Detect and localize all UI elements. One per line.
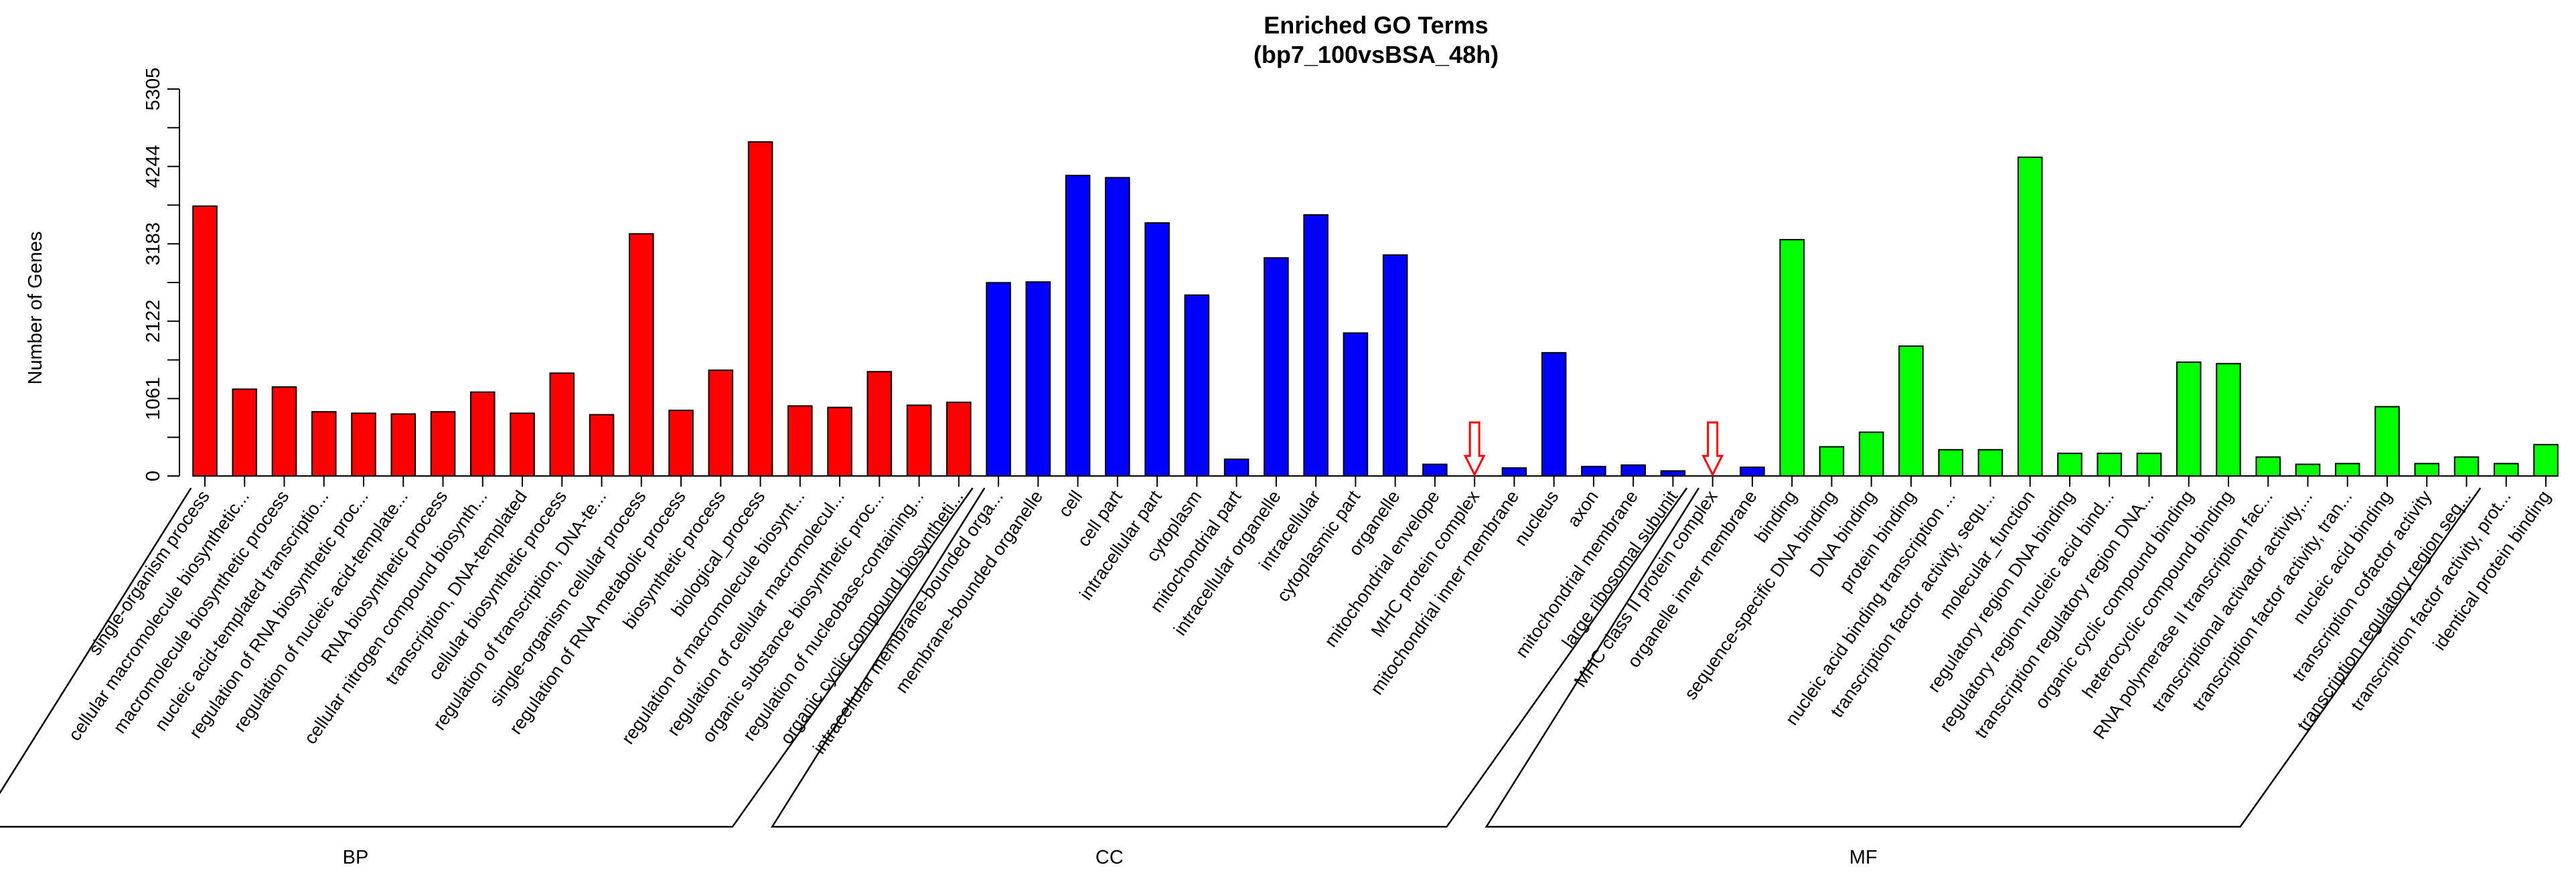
y-tick-label: 5305 — [143, 68, 164, 111]
bar-cc — [1264, 257, 1289, 477]
bar-bp — [629, 233, 654, 477]
bar-bp — [668, 409, 694, 477]
bar-cc — [1740, 466, 1765, 477]
bar-cc — [1620, 464, 1646, 477]
bar-mf — [1819, 446, 1845, 477]
bar-mf — [2136, 453, 2162, 477]
bar-cc — [1105, 177, 1130, 477]
bar-bp — [866, 371, 893, 477]
bar-bp — [589, 414, 615, 477]
group-brackets: BP CC MF — [0, 487, 2482, 868]
group-bracket-mf — [1485, 487, 2482, 828]
bar-mf — [2216, 363, 2241, 477]
bar-cc — [1382, 254, 1408, 477]
bar-cc — [1660, 470, 1686, 477]
bar-cc — [1144, 222, 1170, 477]
bar-mf — [2255, 456, 2281, 477]
group-label-cc: CC — [1095, 847, 1124, 868]
category-label: axon — [1564, 487, 1602, 530]
group-bracket-cc — [770, 487, 1688, 828]
bar-mf — [2295, 463, 2321, 477]
bar-mf — [2533, 444, 2559, 477]
y-axis-label: Number of Genes — [25, 232, 46, 385]
bar-bp — [192, 205, 218, 477]
y-tick-label: 1061 — [143, 377, 164, 420]
bar-cc — [1343, 332, 1369, 477]
bar-mf — [2493, 463, 2519, 477]
arrow-markers — [1463, 421, 1724, 477]
bar-bp — [906, 404, 932, 477]
y-tick-label: 2122 — [143, 300, 164, 343]
bar-bp — [351, 412, 376, 477]
y-tick-label: 3183 — [143, 222, 164, 266]
bar-bp — [232, 388, 258, 477]
bar-cc — [1501, 467, 1527, 477]
bar-cc — [1025, 281, 1051, 477]
bar-cc — [1303, 214, 1329, 477]
red-arrow-marker — [1701, 421, 1724, 477]
bar-bp — [946, 401, 972, 477]
y-tick-label: 4244 — [143, 145, 164, 188]
bar-cc — [986, 282, 1011, 477]
group-label-bp: BP — [343, 847, 369, 868]
group-bracket-bp — [0, 487, 974, 828]
bar-mf — [1938, 449, 1963, 477]
bar-bp — [470, 391, 496, 477]
bar-mf — [2017, 156, 2043, 477]
y-tick-label: 0 — [143, 471, 164, 481]
bar-cc — [1541, 351, 1567, 477]
bar-mf — [2057, 453, 2082, 477]
bar-bp — [747, 141, 773, 477]
x-axis — [204, 475, 2547, 487]
bar-bp — [787, 405, 813, 477]
bar-mf — [1858, 431, 1884, 477]
chart-title: Enriched GO Terms — [1264, 11, 1488, 39]
group-label-mf: MF — [1849, 847, 1878, 868]
category-label: cell — [1055, 487, 1087, 520]
bar-series — [192, 141, 2559, 477]
bar-bp — [390, 413, 416, 477]
bar-bp — [827, 406, 852, 477]
chart-subtitle: (bp7_100vsBSA_48h) — [1254, 41, 1499, 68]
bar-bp — [311, 411, 337, 477]
bar-mf — [2334, 463, 2360, 477]
bar-mf — [1898, 345, 1924, 477]
bar-cc — [1184, 294, 1210, 477]
bar-bp — [708, 370, 734, 477]
y-axis: 0 1061 2122 3183 4244 5305 — [143, 68, 180, 481]
bar-mf — [2097, 453, 2122, 477]
bar-cc — [1223, 458, 1249, 477]
bar-mf — [2374, 406, 2400, 477]
bar-bp — [430, 411, 456, 477]
bar-mf — [2176, 362, 2202, 477]
bar-cc — [1422, 463, 1448, 477]
bar-cc — [1581, 465, 1606, 477]
bar-mf — [1779, 238, 1805, 477]
bar-bp — [271, 386, 297, 477]
bar-mf — [2453, 456, 2480, 477]
bar-bp — [510, 412, 535, 477]
bar-mf — [1977, 449, 2003, 477]
bar-bp — [549, 372, 575, 477]
red-arrow-marker — [1463, 421, 1486, 477]
bar-cc — [1065, 175, 1091, 477]
bar-mf — [2414, 463, 2440, 477]
